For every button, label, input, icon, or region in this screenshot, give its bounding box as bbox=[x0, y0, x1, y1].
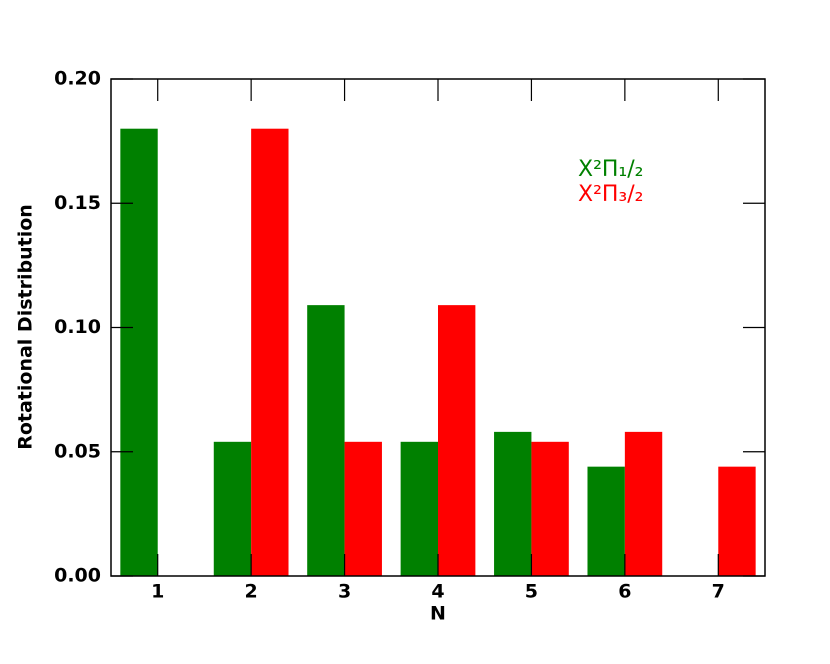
x-tick-label: 2 bbox=[245, 581, 258, 603]
bar bbox=[307, 305, 345, 576]
y-tick-label: 0.20 bbox=[54, 68, 101, 90]
bar bbox=[718, 466, 756, 576]
bar bbox=[438, 305, 476, 576]
bar bbox=[213, 441, 252, 576]
bar bbox=[120, 128, 158, 576]
y-tick-label: 0.00 bbox=[54, 565, 101, 587]
bar bbox=[587, 466, 625, 576]
y-tick-label: 0.15 bbox=[54, 192, 101, 214]
bar bbox=[494, 431, 532, 576]
x-tick-label: 1 bbox=[151, 581, 164, 603]
y-axis-label: Rotational Distribution bbox=[15, 204, 37, 450]
y-tick-label: 0.05 bbox=[54, 440, 101, 462]
bar bbox=[624, 431, 663, 576]
legend-label: X²Π₃/₂ bbox=[578, 182, 643, 207]
bar bbox=[400, 441, 438, 576]
y-tick-label: 0.10 bbox=[54, 316, 101, 338]
bar bbox=[531, 441, 569, 576]
x-tick-label: 5 bbox=[525, 581, 538, 603]
x-axis-label: N bbox=[430, 603, 446, 625]
x-tick-label: 6 bbox=[618, 581, 631, 603]
x-tick-label: 4 bbox=[431, 581, 444, 603]
legend-label: X²Π₁/₂ bbox=[578, 157, 643, 182]
x-tick-label: 7 bbox=[712, 581, 725, 603]
bar bbox=[344, 441, 382, 576]
bar bbox=[251, 128, 289, 576]
x-tick-label: 3 bbox=[338, 581, 351, 603]
